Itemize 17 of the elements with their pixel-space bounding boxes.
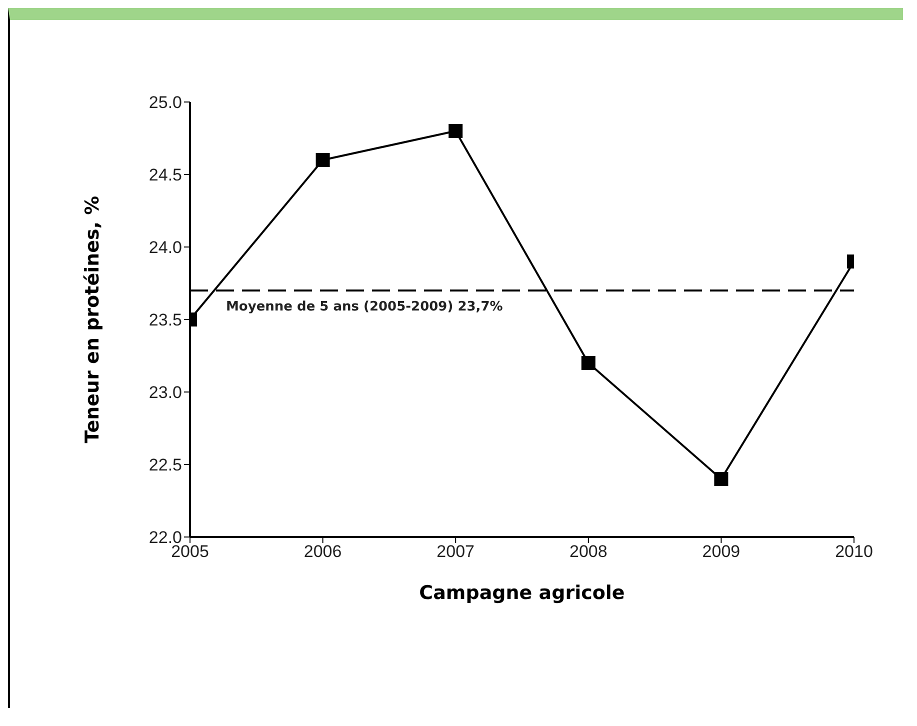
y-tick-label: 24.5: [148, 166, 182, 185]
x-tick-label: 2010: [835, 542, 873, 562]
x-tick-label: 2006: [304, 542, 342, 562]
y-tick-label: 25.0: [148, 93, 182, 112]
y-tick-label: 23.0: [148, 383, 182, 402]
point: [448, 124, 463, 138]
ref-line-label: Moyenne de 5 ans (2005-2009) 23,7%: [226, 300, 503, 314]
y-tick-label: 22.5: [148, 456, 182, 475]
y-tick-label: 24.0: [148, 238, 182, 258]
x-tick-label: 2009: [702, 542, 740, 562]
x-tick-label: 2005: [171, 542, 209, 562]
x-axis-title: Campagne agricole: [419, 582, 625, 604]
y-axis-title: Teneur en protéines, %: [82, 196, 104, 444]
point: [581, 356, 596, 370]
x-tick-label: 2008: [569, 542, 608, 562]
x-tick-label: 2007: [436, 542, 475, 562]
y-tick-label: 23.5: [148, 310, 182, 330]
